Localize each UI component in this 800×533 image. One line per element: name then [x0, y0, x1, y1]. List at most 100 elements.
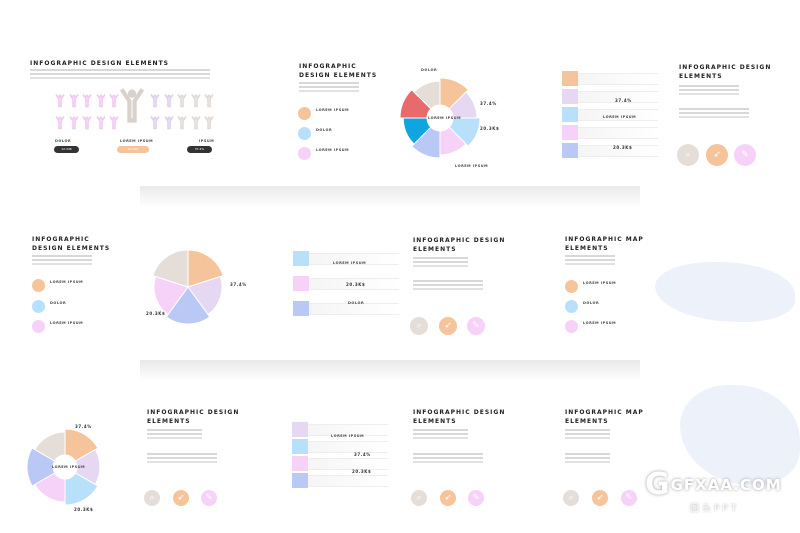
pie-slice: [153, 275, 189, 316]
slide-title: ELEMENTS: [679, 73, 723, 80]
bar-value: 20.3K$: [613, 145, 633, 150]
bullet-circle: [32, 320, 45, 333]
bar-block: [292, 473, 308, 488]
pie-slice: [187, 249, 224, 288]
bullet-circle: [565, 300, 578, 313]
body-text: [679, 108, 749, 110]
slide-title: ELEMENTS: [413, 418, 457, 425]
pie-slice: [399, 89, 432, 119]
bar-block: [562, 89, 578, 104]
bullet-label: LOREM IPSUM: [583, 281, 617, 285]
label: IPSUM: [199, 139, 215, 143]
pie-slice: [64, 472, 99, 506]
body-text: [413, 429, 468, 431]
pie-center-label: LOREM IPSUM: [52, 465, 86, 469]
rocket-icon: ➶: [173, 490, 189, 506]
body-text: [32, 255, 92, 257]
bar-value: 20.3K$: [352, 469, 372, 474]
bullet-circle: [298, 147, 311, 160]
pie-value: 37.4%: [230, 282, 247, 287]
pencil-icon: ✎: [468, 490, 484, 506]
pie-chart: [26, 428, 101, 506]
bullet-label: DOLOR: [583, 301, 600, 305]
pie-value: 37.4%: [480, 101, 497, 106]
world-map: [655, 262, 795, 322]
body-text: [565, 255, 615, 257]
slide-title: ELEMENTS: [565, 418, 609, 425]
search-icon: ⌕: [563, 490, 579, 506]
value-pill: 20.3K$: [117, 146, 149, 153]
bar-label: DOLOR: [348, 301, 365, 305]
bullet-circle: [565, 320, 578, 333]
pie-label: DOLOR: [421, 68, 438, 72]
rocket-icon: ➶: [440, 490, 456, 506]
bar-ribbon: [578, 145, 658, 157]
bullet-circle: [32, 279, 45, 292]
bullet-circle: [565, 280, 578, 293]
value-pill: 12.34K: [54, 146, 79, 153]
pie-slice: [448, 117, 481, 147]
pie-slice: [411, 126, 441, 159]
body-text: [413, 257, 468, 259]
bullet-label: LOREM IPSUM: [583, 321, 617, 325]
bar-ribbon: [578, 109, 658, 121]
slide-title: ELEMENTS: [413, 246, 457, 253]
body-text: [679, 85, 739, 87]
pie-chart: [152, 249, 224, 325]
label: DOLOR: [55, 139, 72, 143]
bar-ribbon: [308, 458, 388, 470]
watermark-logo: GGFXAA.COM: [645, 470, 782, 500]
slide-title: INFOGRAPHIC DESIGN: [147, 409, 240, 416]
pencil-icon: ✎: [201, 490, 217, 506]
slide-title: INFOGRAPHIC: [299, 63, 357, 70]
bullet-circle: [298, 107, 311, 120]
bar-ribbon: [578, 73, 658, 85]
slide-title: ELEMENTS: [565, 245, 609, 252]
bar-ribbon: [308, 475, 388, 487]
bullet-circle: [32, 300, 45, 313]
search-icon: ⌕: [144, 490, 160, 506]
slide-title: DESIGN ELEMENTS: [299, 72, 378, 79]
bar-ribbon: [309, 278, 399, 290]
bar-ribbon: [578, 91, 658, 103]
slide-title: INFOGRAPHIC DESIGN: [413, 237, 506, 244]
body-text: [299, 82, 359, 84]
pie-label: LOREM IPSUM: [455, 164, 489, 168]
bullet-label: LOREM IPSUM: [316, 108, 350, 112]
slide-title: DESIGN ELEMENTS: [32, 245, 111, 252]
pie-slice: [34, 431, 66, 462]
bar-value: 37.4%: [354, 452, 371, 457]
slide-title: ELEMENTS: [147, 418, 191, 425]
search-icon: ⌕: [410, 317, 428, 335]
bar-ribbon: [308, 424, 388, 436]
pie-value: 37.4%: [75, 424, 92, 429]
pencil-icon: ✎: [621, 490, 637, 506]
pencil-icon: ✎: [467, 317, 485, 335]
bar-block: [293, 251, 309, 266]
body-text: [30, 69, 210, 71]
pie-slice: [165, 286, 211, 325]
body-text: [565, 453, 610, 455]
bullet-circle: [298, 127, 311, 140]
pie-slice: [187, 275, 223, 316]
bar-value: 20.3K$: [346, 282, 366, 287]
bar-block: [292, 439, 308, 454]
bar-ribbon: [578, 127, 658, 139]
bar-label: LOREM IPSUM: [331, 434, 365, 438]
pie-center-label: LOREM IPSUM: [428, 116, 462, 120]
search-icon: ⌕: [411, 490, 427, 506]
body-text: [147, 453, 217, 455]
rocket-icon: ➶: [592, 490, 608, 506]
bar-block: [562, 107, 578, 122]
pie-value: 20.3K$: [146, 311, 166, 316]
pie-value: 20.3K$: [74, 507, 94, 512]
pencil-icon: ✎: [734, 144, 756, 166]
pie-slice: [439, 77, 469, 110]
bar-block: [292, 456, 308, 471]
pie-slice: [152, 249, 189, 288]
slide-shadow: [140, 186, 640, 208]
pie-slice: [64, 428, 99, 462]
pie-slice: [74, 448, 101, 486]
watermark-g-mark: G: [645, 467, 671, 502]
value-pill: 37.4%: [187, 146, 212, 153]
